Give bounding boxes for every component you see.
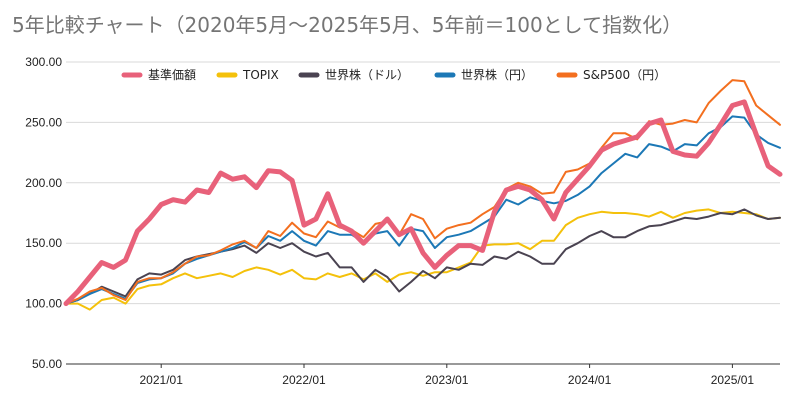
legend-label-4: S&P500（円） — [583, 68, 666, 82]
y-tick-label: 50.00 — [32, 357, 62, 371]
x-tick-label: 2023/01 — [425, 373, 469, 387]
legend-label-2: 世界株（ドル） — [325, 67, 409, 82]
legend-label-0: 基準価額 — [148, 67, 196, 82]
y-tick-label: 200.00 — [25, 176, 62, 190]
grid-layer — [66, 61, 780, 305]
y-tick-label: 250.00 — [25, 115, 62, 129]
x-tick-label: 2022/01 — [282, 373, 326, 387]
y-tick-label: 300.00 — [25, 55, 62, 69]
series-line-2 — [65, 208, 781, 305]
x-tick-label: 2021/01 — [140, 373, 184, 387]
legend-label-1: TOPIX — [242, 68, 279, 82]
x-tick-label: 2025/01 — [711, 373, 755, 387]
y-tick-label: 150.00 — [25, 236, 62, 250]
legend: 基準価額 TOPIX 世界株（ドル） 世界株（円） S&P500（円） — [121, 67, 666, 82]
series-line-1 — [65, 208, 781, 311]
series-layer — [63, 79, 783, 311]
y-tick-label: 100.00 — [25, 297, 62, 311]
legend-label-3: 世界株（円） — [461, 67, 533, 82]
axis-layer: 50.00 100.00 150.00 200.00 250.00 300.00 2021/… — [25, 55, 780, 387]
series-line-0 — [63, 99, 783, 307]
chart-title: 5年比較チャート（2020年5月〜2025年5月、5年前＝100として指数化） — [12, 13, 682, 37]
x-tick-label: 2024/01 — [568, 373, 612, 387]
